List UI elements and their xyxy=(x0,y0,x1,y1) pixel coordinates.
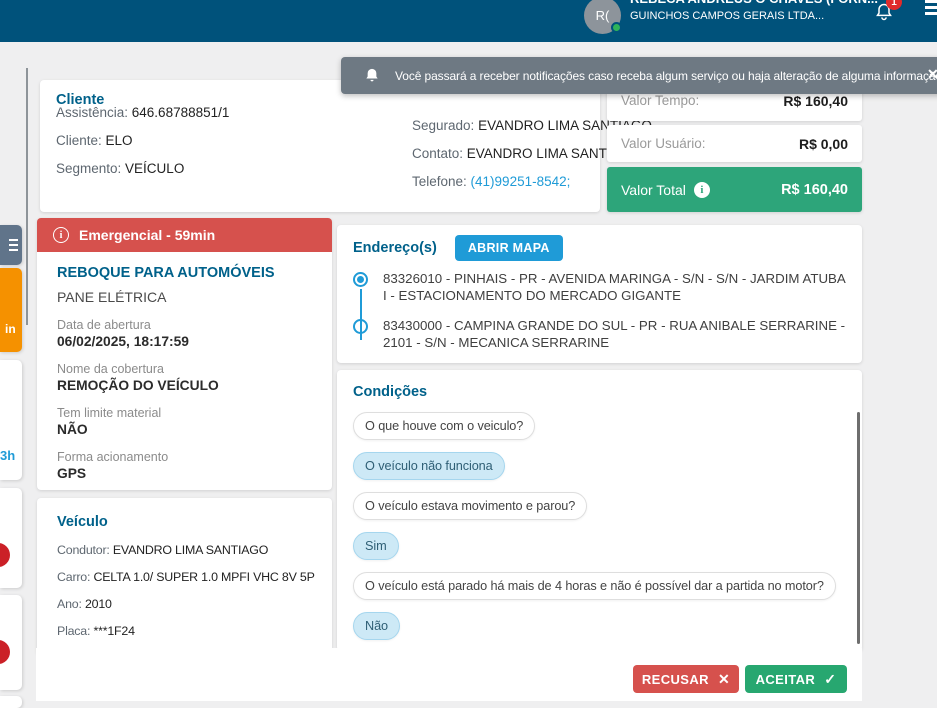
service-subtype: PANE ELÉTRICA xyxy=(57,289,167,305)
user-menu[interactable]: REBECA ANDREUS O CHAVES (FORN... GUINCHO… xyxy=(630,0,878,23)
phone-link[interactable]: (41)99251-8542; xyxy=(470,174,571,189)
ano-field: Ano: 2010 xyxy=(57,597,112,611)
close-icon[interactable]: ✕ xyxy=(927,66,937,82)
status-dot-red xyxy=(0,640,10,664)
carro-field: Carro: CELTA 1.0/ SUPER 1.0 MPFI VHC 8V … xyxy=(57,570,315,584)
enderecos-card: Endereço(s) ABRIR MAPA 83326010 - PINHAI… xyxy=(337,225,862,363)
check-icon: ✓ xyxy=(824,670,837,687)
condition-bubble-answer: Não xyxy=(353,612,400,640)
recusar-button[interactable]: RECUSAR ✕ xyxy=(633,665,739,693)
data-abertura-group: Data de abertura 06/02/2025, 18:17:59 xyxy=(57,318,189,349)
condutor-field: Condutor: EVANDRO LIMA SANTIAGO xyxy=(57,543,269,557)
valor-usuario-row: Valor Usuário: R$ 0,00 xyxy=(607,125,862,162)
route-connector-line xyxy=(359,289,362,340)
user-name: REBECA ANDREUS O CHAVES (FORN... xyxy=(630,0,878,6)
assistencia-field: Assistência: 646.68788851/1 xyxy=(56,105,230,120)
rail-service-card[interactable] xyxy=(0,696,22,708)
placa-field: Placa: ***1F24 xyxy=(57,624,135,638)
conditions-scrollbar[interactable] xyxy=(857,412,860,644)
notification-count-badge: 1 xyxy=(886,0,902,10)
cliente-title: Cliente xyxy=(56,92,105,108)
condition-bubble-question: O que houve com o veiculo? xyxy=(353,412,536,440)
valores-panel: Valor Tempo: R$ 160,40 Valor Usuário: R$… xyxy=(607,80,862,212)
condicoes-title: Condições xyxy=(353,384,428,400)
origin-address: 83326010 - PINHAIS - PR - AVENIDA MARING… xyxy=(383,271,846,303)
hamburger-menu-icon[interactable] xyxy=(925,0,937,19)
rail-eta-label: 3h xyxy=(0,448,16,463)
contato-field: Contato: EVANDRO LIMA SANTIAGO xyxy=(412,146,641,161)
info-icon: i xyxy=(53,227,69,243)
rail-orange-label: in xyxy=(5,322,16,336)
info-icon[interactable]: i xyxy=(693,181,710,198)
forma-acionamento-group: Forma acionamento GPS xyxy=(57,450,169,481)
emergencial-label: Emergencial - 59min xyxy=(79,227,216,243)
status-dot-red xyxy=(0,543,10,567)
veiculo-card: Veículo Condutor: EVANDRO LIMA SANTIAGO … xyxy=(37,498,332,655)
destination-address-row: 83430000 - CAMPINA GRANDE DO SUL - PR - … xyxy=(353,317,846,351)
origin-marker-icon xyxy=(353,272,368,287)
online-status-dot xyxy=(611,22,622,33)
telefone-field: Telefone: (41)99251-8542; xyxy=(412,174,571,189)
company-name: GUINCHOS CAMPOS GERAIS LTDA... xyxy=(630,10,825,22)
action-bar: RECUSAR ✕ ACEITAR ✓ xyxy=(36,648,862,701)
rail-service-card[interactable]: 3h xyxy=(0,360,22,480)
emergencial-banner: i Emergencial - 59min xyxy=(37,218,332,252)
rail-collapse-button[interactable] xyxy=(0,225,22,265)
condition-bubble-answer: Sim xyxy=(353,532,399,560)
cliente-field: Cliente: ELO xyxy=(56,133,133,148)
service-type: REBOQUE PARA AUTOMÓVEIS xyxy=(57,265,275,281)
toast-message: Você passará a receber notificações caso… xyxy=(395,68,937,83)
close-icon: ✕ xyxy=(717,670,731,687)
abrir-mapa-button[interactable]: ABRIR MAPA xyxy=(454,235,563,261)
limite-material-group: Tem limite material NÃO xyxy=(57,406,162,437)
origin-address-row: 83326010 - PINHAIS - PR - AVENIDA MARING… xyxy=(353,270,846,304)
veiculo-title: Veículo xyxy=(57,514,108,530)
notification-toast: Você passará a receber notificações caso… xyxy=(341,57,937,94)
cobertura-group: Nome da cobertura REMOÇÃO DO VEÍCULO xyxy=(57,362,219,393)
top-navbar: R( REBECA ANDREUS O CHAVES (FORN... GUIN… xyxy=(0,0,937,42)
notifications-button[interactable]: 1 xyxy=(874,0,902,28)
rail-service-card[interactable] xyxy=(0,595,22,690)
vertical-scrollbar[interactable] xyxy=(26,68,28,325)
destination-address: 83430000 - CAMPINA GRANDE DO SUL - PR - … xyxy=(383,318,846,350)
enderecos-title: Endereço(s) xyxy=(353,240,437,256)
condition-bubble-question: O veículo estava movimento e parou? xyxy=(353,492,588,520)
condition-bubble-question: O veículo está parado há mais de 4 horas… xyxy=(353,572,836,600)
avatar[interactable]: R( xyxy=(584,0,621,34)
segmento-field: Segmento: VEÍCULO xyxy=(56,161,185,176)
valor-total-row: Valor Total i R$ 160,40 xyxy=(607,167,862,212)
aceitar-button[interactable]: ACEITAR ✓ xyxy=(745,665,847,693)
rail-service-card-urgent[interactable]: in xyxy=(0,268,22,352)
condicoes-card: Condições O que houve com o veiculo? O v… xyxy=(337,370,862,651)
cliente-card: Cliente Assistência: 646.68788851/1 Clie… xyxy=(40,80,652,212)
condition-bubble-answer: O veículo não funciona xyxy=(353,452,505,480)
rail-service-card[interactable] xyxy=(0,488,22,588)
bell-icon xyxy=(366,68,378,81)
servico-card: i Emergencial - 59min REBOQUE PARA AUTOM… xyxy=(37,218,332,490)
